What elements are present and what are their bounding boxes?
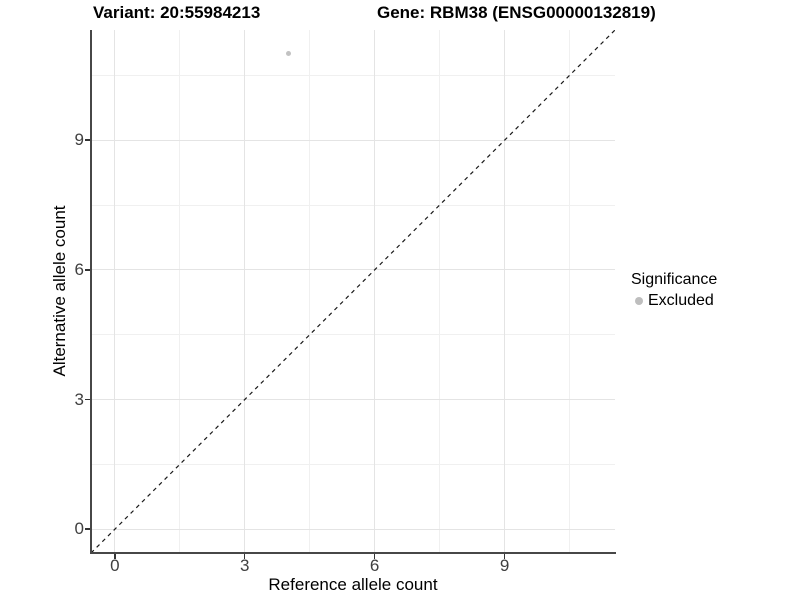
y-tick-mark bbox=[85, 528, 90, 530]
x-tick-label: 9 bbox=[499, 556, 510, 575]
y-minor-gridline bbox=[91, 463, 615, 465]
x-major-gridline bbox=[374, 30, 376, 553]
x-tick-mark bbox=[114, 554, 116, 559]
y-major-gridline bbox=[91, 269, 615, 271]
legend-title: Significance bbox=[631, 271, 718, 288]
legend-item-label: Excluded bbox=[648, 292, 714, 309]
plot-panel bbox=[91, 30, 615, 553]
legend-item-excluded: Excluded bbox=[631, 292, 717, 310]
x-tick-label: 6 bbox=[369, 556, 380, 575]
y-axis-title: Alternative allele count bbox=[50, 205, 69, 377]
data-point bbox=[285, 51, 291, 57]
y-major-gridline bbox=[91, 139, 615, 141]
x-major-gridline bbox=[244, 30, 246, 553]
y-major-gridline bbox=[91, 528, 615, 530]
plot-title-gene: Gene: RBM38 (ENSG00000132819) bbox=[377, 3, 656, 22]
y-minor-gridline bbox=[91, 74, 615, 76]
x-minor-gridline bbox=[569, 30, 571, 553]
y-tick-mark bbox=[85, 398, 90, 401]
x-tick-label: 3 bbox=[240, 556, 250, 575]
x-axis-title: Reference allele count bbox=[268, 575, 438, 594]
x-tick-mark bbox=[243, 554, 246, 559]
plot-title-variant: Variant: 20:55984213 bbox=[93, 3, 261, 22]
y-tick-mark bbox=[85, 269, 90, 271]
identity-dashed-line bbox=[91, 30, 615, 553]
y-tick-label: 0 bbox=[74, 519, 84, 539]
x-major-gridline bbox=[504, 30, 506, 553]
x-tick-mark bbox=[503, 554, 506, 559]
x-tick-label: 0 bbox=[110, 556, 120, 575]
y-tick-label: 6 bbox=[74, 259, 84, 279]
legend: Significance Excluded bbox=[631, 271, 717, 310]
y-axis-line bbox=[90, 30, 92, 554]
y-tick-label: 3 bbox=[74, 389, 84, 409]
x-minor-gridline bbox=[179, 30, 181, 553]
x-axis-line bbox=[90, 552, 616, 554]
y-minor-gridline bbox=[91, 334, 615, 336]
y-minor-gridline bbox=[91, 204, 615, 206]
x-tick-mark bbox=[373, 554, 376, 559]
y-tick-label: 9 bbox=[74, 130, 84, 150]
y-major-gridline bbox=[91, 399, 615, 401]
y-tick-mark bbox=[85, 139, 90, 141]
x-minor-gridline bbox=[439, 30, 441, 553]
legend-point-icon bbox=[635, 297, 643, 305]
x-major-gridline bbox=[114, 30, 116, 553]
x-minor-gridline bbox=[309, 30, 311, 553]
